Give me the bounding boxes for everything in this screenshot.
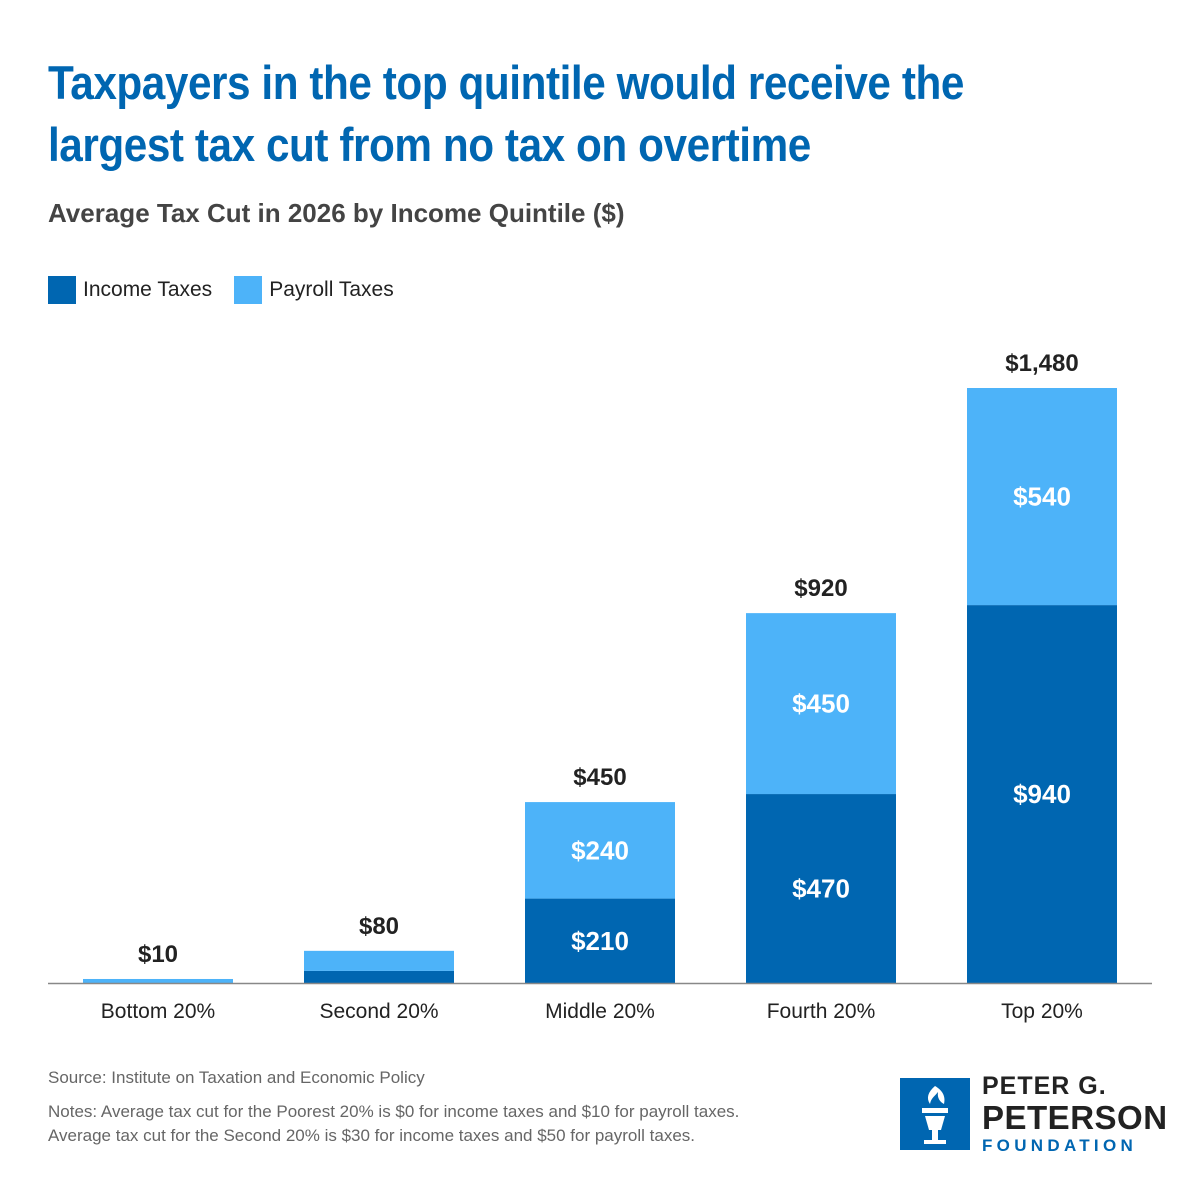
source-note: Source: Institute on Taxation and Econom… (48, 1068, 425, 1087)
total-label-4: $920 (794, 575, 847, 602)
data-label-income-4: $470 (792, 874, 850, 904)
bar-income-3 (525, 898, 675, 983)
data-label-income-5: $940 (1013, 779, 1071, 809)
total-label-5: $1,480 (1005, 350, 1078, 377)
legend-swatch-income (48, 276, 76, 304)
data-label-payroll-4: $450 (792, 689, 850, 719)
legend: Income Taxes Payroll Taxes (48, 276, 416, 304)
data-label-payroll-5: $540 (1013, 482, 1071, 512)
bar-income-2 (304, 970, 454, 983)
bar-payroll-3 (525, 802, 675, 899)
data-label-payroll-3: $240 (571, 835, 629, 865)
chart-title: Taxpayers in the top quintile would rece… (48, 56, 964, 171)
notes-line-1: Notes: Average tax cut for the Poorest 2… (48, 1102, 740, 1121)
x-tick-label-3: Middle 20% (545, 1000, 655, 1023)
logo-line-1: PETER G. (982, 1072, 1107, 1100)
total-label-2: $80 (359, 913, 399, 940)
bar-income-5 (967, 605, 1117, 983)
x-tick-label-2: Second 20% (319, 1000, 438, 1023)
bar-payroll-4 (746, 613, 896, 795)
bar-payroll-5 (967, 388, 1117, 606)
total-label-1: $10 (138, 941, 178, 968)
notes-line-2: Average tax cut for the Second 20% is $3… (48, 1126, 696, 1145)
legend-item-payroll: Payroll Taxes (234, 276, 394, 304)
chart-subtitle: Average Tax Cut in 2026 by Income Quinti… (48, 198, 625, 228)
legend-item-income: Income Taxes (48, 276, 212, 304)
legend-label-payroll: Payroll Taxes (269, 278, 394, 301)
bar-payroll-1 (83, 978, 233, 983)
x-tick-label-5: Top 20% (1001, 1000, 1083, 1023)
bar-income-4 (746, 794, 896, 983)
bar-chart: $10 Bottom 20% $80 Second 20% $210 $240 $450 Mi… (48, 350, 1152, 1023)
legend-swatch-payroll (234, 276, 263, 304)
data-label-income-3: $210 (571, 926, 629, 956)
logo-line-3: FOUNDATION (982, 1136, 1138, 1155)
peterson-foundation-logo: PETER G. PETERSON FOUNDATION (900, 1074, 1168, 1154)
logo-line-2: PETERSON (982, 1099, 1168, 1136)
bar-payroll-2 (304, 950, 454, 971)
x-tick-label-1: Bottom 20% (101, 1000, 215, 1023)
torch-icon (900, 1078, 970, 1150)
total-label-3: $450 (573, 764, 626, 791)
x-tick-label-4: Fourth 20% (767, 1000, 876, 1023)
legend-label-income: Income Taxes (83, 278, 213, 301)
